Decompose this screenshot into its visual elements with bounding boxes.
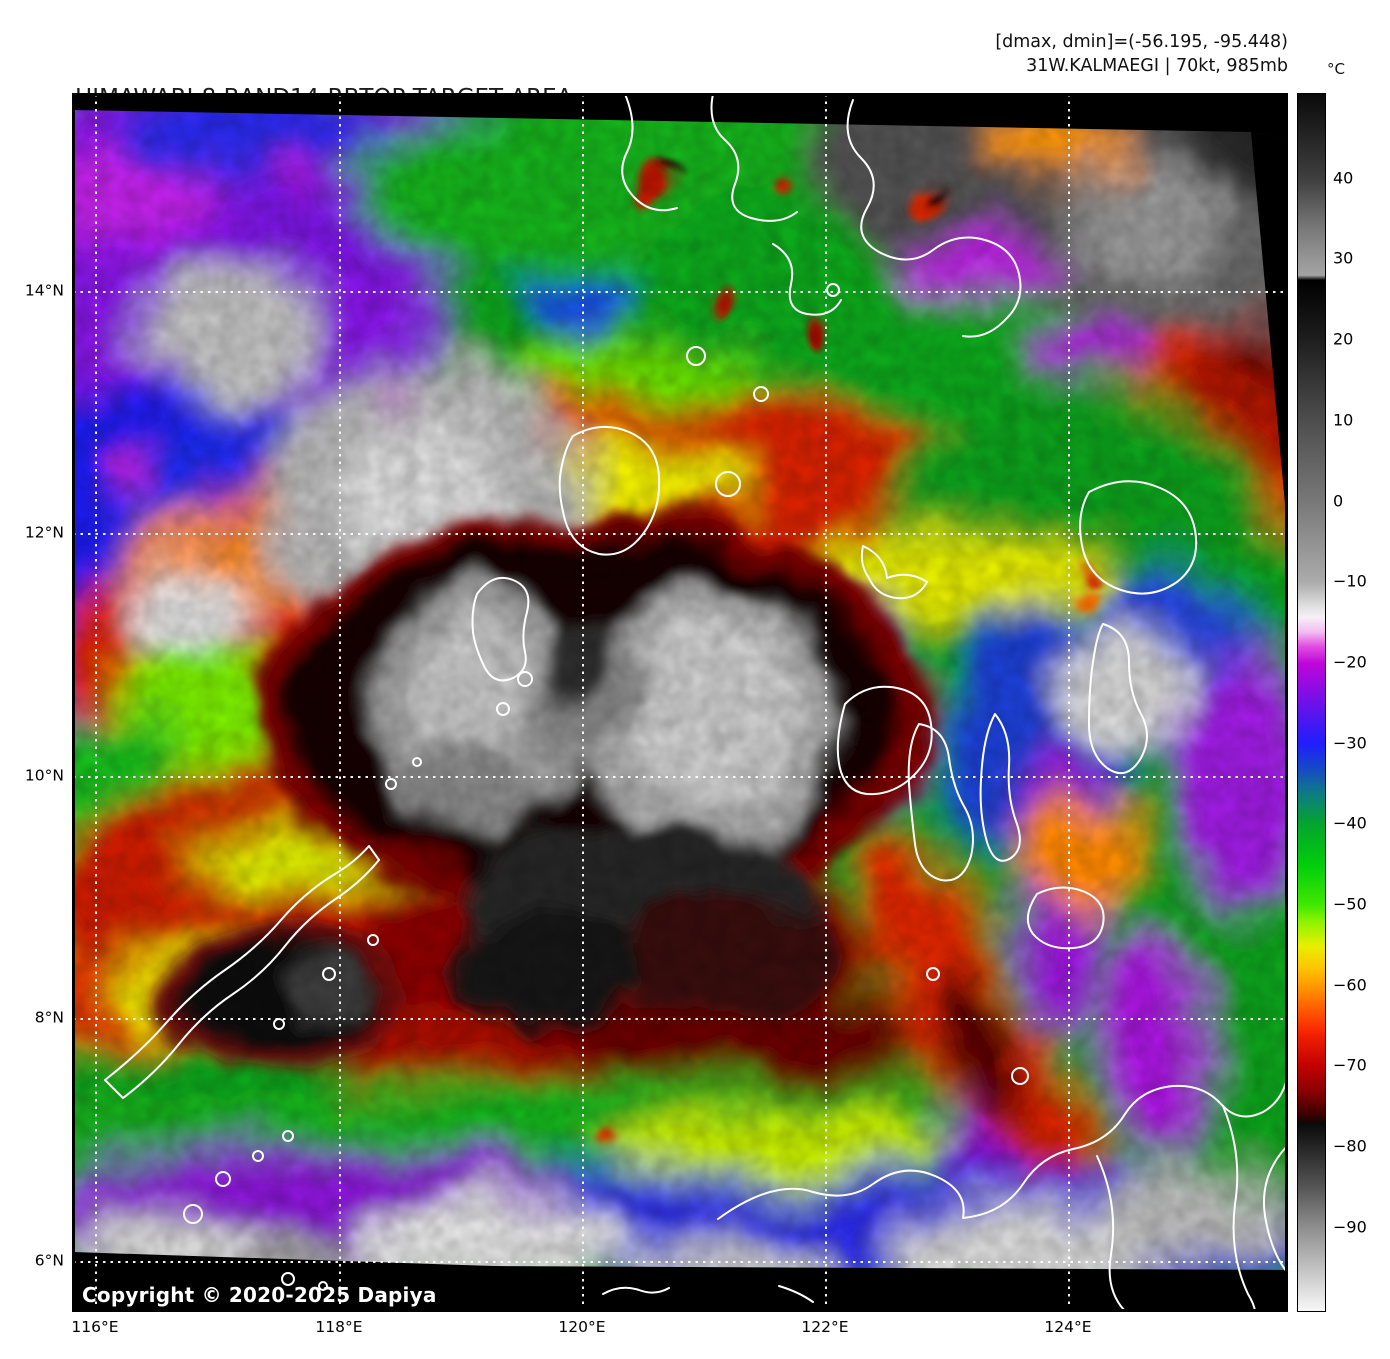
colorbar-tick-label: 30 [1333,248,1354,268]
colorbar-unit-label: °C [1327,60,1345,78]
colorbar-tick-label: −70 [1333,1055,1367,1075]
colorbar-tick-label: 0 [1333,491,1344,511]
lat-label: 6°N [34,1251,64,1270]
colorbar-tick-label: −30 [1333,733,1367,753]
lat-label: 12°N [24,523,64,542]
colorbar-tick-label: −60 [1333,975,1367,995]
colorbar-tick-label: −80 [1333,1136,1367,1156]
lat-label: 14°N [24,281,64,300]
scan-edge-void [73,94,1287,1311]
lon-label: 116°E [71,1318,119,1336]
map-frame-border [73,94,1287,1311]
copyright-watermark: Copyright © 2020-2025 Dapiya [82,1283,437,1307]
coastlines-overlay [104,94,1287,1311]
colorbar-tick-label: 10 [1333,410,1354,430]
colorbar-tick-label: −90 [1333,1217,1367,1237]
lon-label: 120°E [558,1318,606,1336]
colorbar-tick-label: 40 [1333,168,1354,188]
colorbar-tick-label: −10 [1333,571,1367,591]
colorbar-tick-label: −40 [1333,813,1367,833]
colorbar-tick-label: −20 [1333,652,1367,672]
satellite-ir-image [73,94,1287,1311]
lon-label: 124°E [1044,1318,1092,1336]
dmax-dmin-stats: [dmax, dmin]=(-56.195, -95.448) [995,32,1288,52]
lat-label: 8°N [34,1008,64,1027]
colorbar-gradient [1297,93,1326,1312]
storm-id-intensity: 31W.KALMAEGI | 70kt, 985mb [1026,56,1288,76]
satellite-map-frame [72,93,1288,1312]
colorbar-tick-label: 20 [1333,329,1354,349]
lon-label: 118°E [315,1318,363,1336]
colorbar-tick-label: −50 [1333,894,1367,914]
lon-label: 122°E [801,1318,849,1336]
lat-label: 10°N [24,766,64,785]
ir-noise-texture [73,94,1287,1311]
plot-annotations: [dmax, dmin]=(-56.195, -95.448) 31W.KALM… [995,30,1288,78]
latlon-gridlines [73,94,1287,1311]
